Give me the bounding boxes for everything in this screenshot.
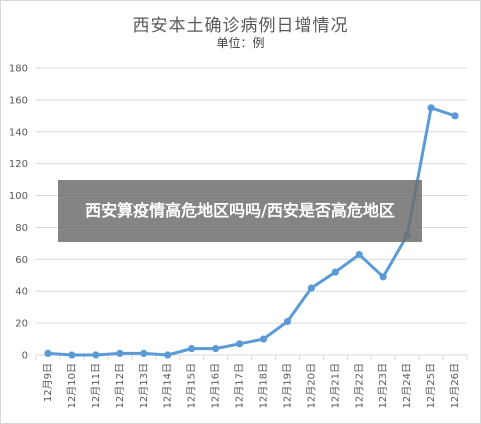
- data-point: [379, 273, 387, 281]
- data-point: [92, 351, 100, 359]
- data-point: [283, 317, 292, 326]
- overlay-banner: 西安算疫情高危地区吗吗/西安是否高危地区: [58, 180, 422, 242]
- x-tick-label: 12月25日: [425, 363, 437, 408]
- y-tick-label: 160: [9, 95, 28, 106]
- data-point: [68, 351, 76, 359]
- y-tick-label: 140: [9, 127, 28, 138]
- x-tick-label: 12月24日: [401, 363, 413, 408]
- y-tick-label: 80: [15, 223, 28, 234]
- series-line: [46, 106, 457, 357]
- x-tick-label: 12月13日: [138, 363, 150, 408]
- y-tick-label: 40: [15, 287, 28, 298]
- y-tick-label: 0: [22, 351, 28, 362]
- x-tick-label: 12月17日: [234, 363, 246, 408]
- x-tick-label: 12月21日: [329, 363, 341, 408]
- x-tick-label: 12月10日: [66, 363, 78, 408]
- y-tick-label: 100: [9, 191, 28, 202]
- x-tick-label: 12月20日: [305, 363, 317, 408]
- x-tick-label: 12月18日: [257, 363, 269, 408]
- data-point: [116, 349, 124, 358]
- x-tick-label: 12月26日: [449, 363, 461, 408]
- data-point: [211, 345, 220, 353]
- y-tick-label: 20: [15, 319, 28, 330]
- x-tick-label: 12月9日: [42, 363, 54, 402]
- data-point: [451, 112, 459, 120]
- x-tick-label: 12月16日: [210, 363, 222, 408]
- y-axis-tick-labels: 0 20 40 60 80 100 120 140 160 180: [9, 64, 28, 362]
- data-point: [140, 349, 148, 358]
- x-tick-label: 12月15日: [186, 363, 198, 408]
- data-point: [355, 250, 363, 259]
- x-tick-label: 12月12日: [114, 363, 126, 408]
- y-tick-label: 60: [15, 255, 28, 266]
- data-point: [427, 104, 435, 112]
- y-tick-label: 120: [9, 159, 28, 170]
- overlay-banner-text: 西安算疫情高危地区吗吗/西安是否高危地区: [85, 201, 395, 220]
- chart-title: 西安本土确诊病例日增情况: [132, 16, 349, 36]
- x-tick-label: 12月11日: [90, 363, 102, 408]
- data-point: [235, 340, 244, 348]
- data-point: [164, 351, 172, 359]
- chart-subtitle: 单位：例: [216, 36, 265, 50]
- series-layer: [44, 104, 459, 359]
- data-point: [44, 349, 52, 358]
- data-point: [259, 335, 268, 343]
- data-point: [331, 268, 339, 276]
- data-point: [307, 284, 315, 292]
- data-point: [188, 345, 196, 353]
- x-tick-label: 12月14日: [162, 363, 174, 408]
- x-tick-label: 12月23日: [377, 363, 389, 408]
- x-tick-label: 12月19日: [281, 363, 293, 408]
- x-axis-tick-labels: 12月9日 12月10日 12月11日 12月12日 12月13日 12月14日 12月15…: [42, 363, 461, 408]
- y-tick-label: 180: [9, 64, 28, 75]
- x-tick-label: 12月22日: [353, 363, 365, 408]
